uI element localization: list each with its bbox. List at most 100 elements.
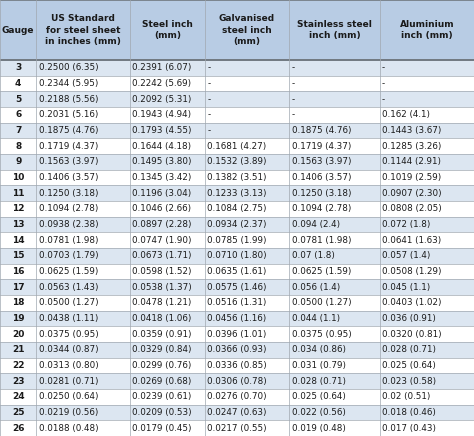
Text: 0.1144 (2.91): 0.1144 (2.91) bbox=[382, 157, 441, 167]
Bar bbox=[36, 76, 130, 92]
Text: 0.0785 (1.99): 0.0785 (1.99) bbox=[207, 236, 267, 245]
Text: 0.1443 (3.67): 0.1443 (3.67) bbox=[382, 126, 441, 135]
Bar bbox=[289, 358, 380, 373]
Bar bbox=[205, 405, 289, 420]
Bar bbox=[380, 248, 474, 264]
Bar bbox=[205, 248, 289, 264]
Text: 0.1250 (3.18): 0.1250 (3.18) bbox=[292, 189, 351, 198]
Bar bbox=[380, 76, 474, 92]
Text: 0.031 (0.79): 0.031 (0.79) bbox=[292, 361, 346, 370]
Text: -: - bbox=[207, 79, 210, 88]
Bar bbox=[205, 295, 289, 311]
Text: 0.056 (1.4): 0.056 (1.4) bbox=[292, 283, 340, 292]
Text: 0.2500 (6.35): 0.2500 (6.35) bbox=[39, 64, 99, 72]
Bar bbox=[0, 264, 36, 279]
Text: 0.0897 (2.28): 0.0897 (2.28) bbox=[132, 220, 192, 229]
Bar bbox=[289, 248, 380, 264]
Bar bbox=[205, 327, 289, 342]
Text: -: - bbox=[292, 79, 295, 88]
Text: 9: 9 bbox=[15, 157, 21, 167]
Bar bbox=[36, 311, 130, 327]
Text: 0.0403 (1.02): 0.0403 (1.02) bbox=[382, 298, 442, 307]
Bar bbox=[130, 405, 205, 420]
Bar bbox=[130, 232, 205, 248]
Bar bbox=[289, 373, 380, 389]
Text: 0.1943 (4.94): 0.1943 (4.94) bbox=[132, 110, 191, 119]
Text: 0.0344 (0.87): 0.0344 (0.87) bbox=[39, 345, 99, 354]
Bar bbox=[289, 0, 380, 60]
Text: 0.034 (0.86): 0.034 (0.86) bbox=[292, 345, 346, 354]
Bar bbox=[130, 264, 205, 279]
Bar bbox=[130, 139, 205, 154]
Bar bbox=[380, 170, 474, 185]
Bar bbox=[205, 311, 289, 327]
Text: 0.1406 (3.57): 0.1406 (3.57) bbox=[39, 173, 99, 182]
Bar bbox=[0, 311, 36, 327]
Bar bbox=[205, 217, 289, 232]
Text: 0.0907 (2.30): 0.0907 (2.30) bbox=[382, 189, 442, 198]
Text: Galvanised
steel inch
(mm): Galvanised steel inch (mm) bbox=[219, 14, 275, 46]
Bar bbox=[289, 139, 380, 154]
Text: 0.0219 (0.56): 0.0219 (0.56) bbox=[39, 408, 98, 417]
Text: -: - bbox=[382, 95, 385, 104]
Text: 0.1563 (3.97): 0.1563 (3.97) bbox=[39, 157, 99, 167]
Text: 0.1094 (2.78): 0.1094 (2.78) bbox=[292, 204, 351, 214]
Bar bbox=[0, 154, 36, 170]
Bar bbox=[205, 154, 289, 170]
Text: 0.1681 (4.27): 0.1681 (4.27) bbox=[207, 142, 266, 151]
Bar bbox=[289, 264, 380, 279]
Bar bbox=[36, 295, 130, 311]
Text: 0.0703 (1.79): 0.0703 (1.79) bbox=[39, 252, 99, 260]
Text: 0.0500 (1.27): 0.0500 (1.27) bbox=[39, 298, 99, 307]
Text: -: - bbox=[292, 64, 295, 72]
Text: 24: 24 bbox=[12, 392, 25, 402]
Text: 0.0635 (1.61): 0.0635 (1.61) bbox=[207, 267, 266, 276]
Text: 15: 15 bbox=[12, 252, 25, 260]
Bar bbox=[205, 279, 289, 295]
Bar bbox=[36, 185, 130, 201]
Bar bbox=[36, 123, 130, 139]
Bar bbox=[205, 264, 289, 279]
Text: 0.0359 (0.91): 0.0359 (0.91) bbox=[132, 330, 192, 339]
Text: 26: 26 bbox=[12, 424, 25, 433]
Text: 11: 11 bbox=[12, 189, 25, 198]
Bar bbox=[36, 201, 130, 217]
Bar bbox=[205, 358, 289, 373]
Bar bbox=[130, 389, 205, 405]
Bar bbox=[0, 170, 36, 185]
Bar bbox=[380, 107, 474, 123]
Bar bbox=[130, 420, 205, 436]
Bar bbox=[130, 373, 205, 389]
Text: 0.0938 (2.38): 0.0938 (2.38) bbox=[39, 220, 99, 229]
Text: 4: 4 bbox=[15, 79, 21, 88]
Bar bbox=[289, 232, 380, 248]
Text: 0.0269 (0.68): 0.0269 (0.68) bbox=[132, 377, 191, 386]
Bar bbox=[0, 342, 36, 358]
Text: 0.0808 (2.05): 0.0808 (2.05) bbox=[382, 204, 442, 214]
Text: -: - bbox=[292, 95, 295, 104]
Text: 23: 23 bbox=[12, 377, 25, 386]
Text: 22: 22 bbox=[12, 361, 25, 370]
Text: 3: 3 bbox=[15, 64, 21, 72]
Bar bbox=[36, 248, 130, 264]
Text: 0.028 (0.71): 0.028 (0.71) bbox=[292, 377, 346, 386]
Bar bbox=[289, 123, 380, 139]
Text: 0.2092 (5.31): 0.2092 (5.31) bbox=[132, 95, 191, 104]
Text: -: - bbox=[382, 64, 385, 72]
Bar bbox=[380, 311, 474, 327]
Text: 0.0396 (1.01): 0.0396 (1.01) bbox=[207, 330, 266, 339]
Bar bbox=[130, 185, 205, 201]
Text: 0.0625 (1.59): 0.0625 (1.59) bbox=[39, 267, 98, 276]
Text: 0.1196 (3.04): 0.1196 (3.04) bbox=[132, 189, 191, 198]
Bar bbox=[380, 217, 474, 232]
Text: 6: 6 bbox=[15, 110, 21, 119]
Text: 0.0641 (1.63): 0.0641 (1.63) bbox=[382, 236, 441, 245]
Bar bbox=[130, 217, 205, 232]
Text: 0.0934 (2.37): 0.0934 (2.37) bbox=[207, 220, 267, 229]
Text: 0.1285 (3.26): 0.1285 (3.26) bbox=[382, 142, 441, 151]
Text: 0.025 (0.64): 0.025 (0.64) bbox=[292, 392, 346, 402]
Text: 0.057 (1.4): 0.057 (1.4) bbox=[382, 252, 430, 260]
Bar bbox=[36, 279, 130, 295]
Bar bbox=[36, 217, 130, 232]
Bar bbox=[0, 107, 36, 123]
